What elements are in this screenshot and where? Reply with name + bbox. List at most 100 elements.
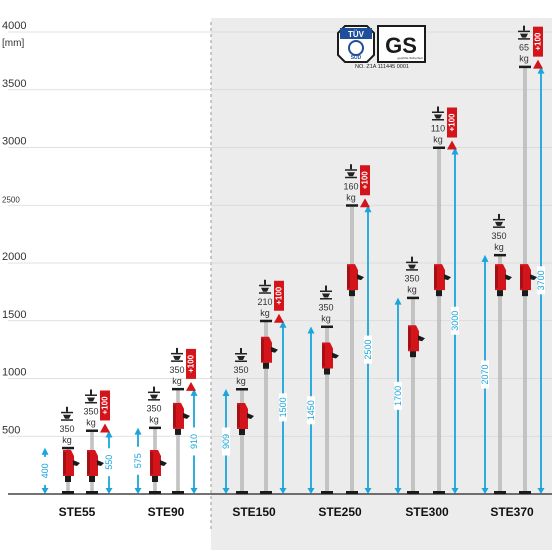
- dimension-arrow: 1450: [306, 326, 316, 494]
- model-name: STE370: [490, 505, 534, 519]
- tick-label: 500: [2, 424, 20, 436]
- dimension-label: 910: [189, 434, 199, 449]
- dimension-arrow: 1700: [393, 297, 403, 494]
- load-value: 350: [59, 424, 74, 434]
- extension-label: +100: [448, 113, 457, 132]
- svg-text:SÜD: SÜD: [351, 54, 362, 61]
- pole: [86, 429, 104, 494]
- dimension-label: 3000: [450, 311, 460, 331]
- pole: [321, 325, 339, 494]
- load-bell-icon: [148, 386, 160, 401]
- model-name: STE250: [318, 505, 362, 519]
- load-unit: kg: [172, 376, 182, 386]
- extension-tag: +100: [274, 280, 284, 323]
- load-value: 350: [169, 365, 184, 375]
- dimension-arrow: 910: [189, 388, 199, 494]
- tick-label: 2000: [2, 251, 26, 263]
- tick-label: 3000: [2, 136, 26, 148]
- pole: [407, 296, 425, 494]
- load-value: 350: [318, 303, 333, 313]
- dimension-label: 2500: [363, 340, 373, 360]
- dimension-label: 1700: [393, 386, 403, 406]
- grid-lines: [8, 31, 552, 437]
- extension-arrow-icon: [186, 381, 196, 391]
- load-value: 210: [257, 297, 272, 307]
- dimension-label: 550: [104, 455, 114, 470]
- extension-label: +100: [187, 354, 196, 373]
- model-names: STE55 STE90 STE150 STE250 STE300 STE370: [59, 505, 534, 519]
- dimension-label: 1500: [278, 397, 288, 417]
- pole: [433, 146, 451, 494]
- tick-label: 4000: [2, 20, 26, 32]
- load-unit: kg: [86, 417, 96, 427]
- dimension-arrow: 2500: [363, 205, 373, 494]
- load-value: 350: [83, 406, 98, 416]
- extension-tag: +100: [447, 107, 457, 150]
- pole: [494, 253, 512, 494]
- svg-text:GS: GS: [385, 33, 417, 58]
- approval-number: NO. Z1A 111445 0001: [355, 64, 409, 70]
- extension-arrow-icon: [447, 140, 457, 150]
- load-unit: kg: [433, 135, 443, 145]
- model-name: STE150: [232, 505, 276, 519]
- pole: [346, 204, 364, 494]
- dimension-label: 1450: [306, 400, 316, 420]
- model-name: STE90: [148, 505, 185, 519]
- certification-badges: TÜV SÜD GS geprüfte Sicherheit NO. Z1A 1…: [337, 25, 426, 70]
- axis-tick-labels: 4000 3500 3000 2500 2000 1500 1000 500: [2, 20, 26, 436]
- extension-arrow-icon: [360, 198, 370, 208]
- load-unit: kg: [519, 54, 529, 64]
- load-unit: kg: [494, 242, 504, 252]
- load-bell-icon: [432, 106, 444, 121]
- svg-text:TÜV: TÜV: [348, 30, 365, 39]
- load-value: 350: [146, 404, 161, 414]
- extension-label: +100: [101, 396, 110, 415]
- dimension-arrow: 575: [133, 427, 143, 494]
- tick-label: 3500: [2, 78, 26, 90]
- tuv-sud-icon: TÜV SÜD: [337, 25, 375, 63]
- dimension-arrow: 909: [221, 389, 231, 494]
- load-unit: kg: [149, 415, 159, 425]
- extension-arrow-icon: [100, 423, 110, 433]
- dimension-label: 2070: [480, 364, 490, 384]
- dimension-arrow: 3000: [450, 147, 460, 494]
- model-name: STE300: [405, 505, 449, 519]
- dimension-arrow: 1500: [278, 320, 288, 494]
- load-unit: kg: [321, 314, 331, 324]
- load-unit: kg: [236, 376, 246, 386]
- extension-arrow-icon: [274, 313, 284, 323]
- pole: [172, 387, 190, 494]
- load-value: 65: [519, 43, 529, 53]
- dimension-arrow: 3700: [536, 66, 546, 494]
- dimension-arrow: 400: [40, 447, 50, 494]
- extension-tag: +100: [100, 390, 110, 433]
- load-bell-icon: [518, 25, 530, 40]
- load-bell-icon: [85, 389, 97, 404]
- tick-label: 2500: [2, 195, 20, 204]
- load-bell-icon: [235, 348, 247, 363]
